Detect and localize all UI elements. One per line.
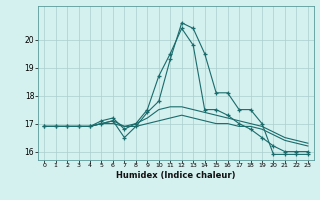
X-axis label: Humidex (Indice chaleur): Humidex (Indice chaleur) [116,171,236,180]
